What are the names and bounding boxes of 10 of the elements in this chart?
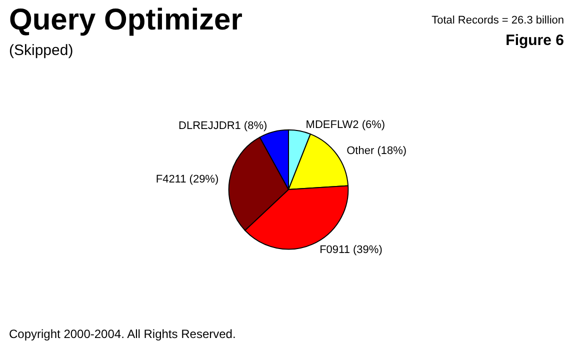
caption: Figure 6 (506, 32, 564, 49)
text: Copyright 2000-2004. All Rights Reserved. (9, 327, 236, 341)
chart-title: Query Optimizer (9, 4, 243, 36)
chart-subtitle: (Skipped) (9, 42, 74, 59)
slice-label: F4211 (29%) (156, 173, 219, 186)
text: Total Records = 26.3 billion (432, 14, 564, 26)
slice-label: F0911 (39%) (320, 244, 382, 256)
slice-label: MDEFLW2 (6%) (306, 119, 386, 132)
slice-label: Other (18%) (346, 144, 407, 157)
slice-label: DLREJJDR1 (8%) (178, 120, 268, 132)
